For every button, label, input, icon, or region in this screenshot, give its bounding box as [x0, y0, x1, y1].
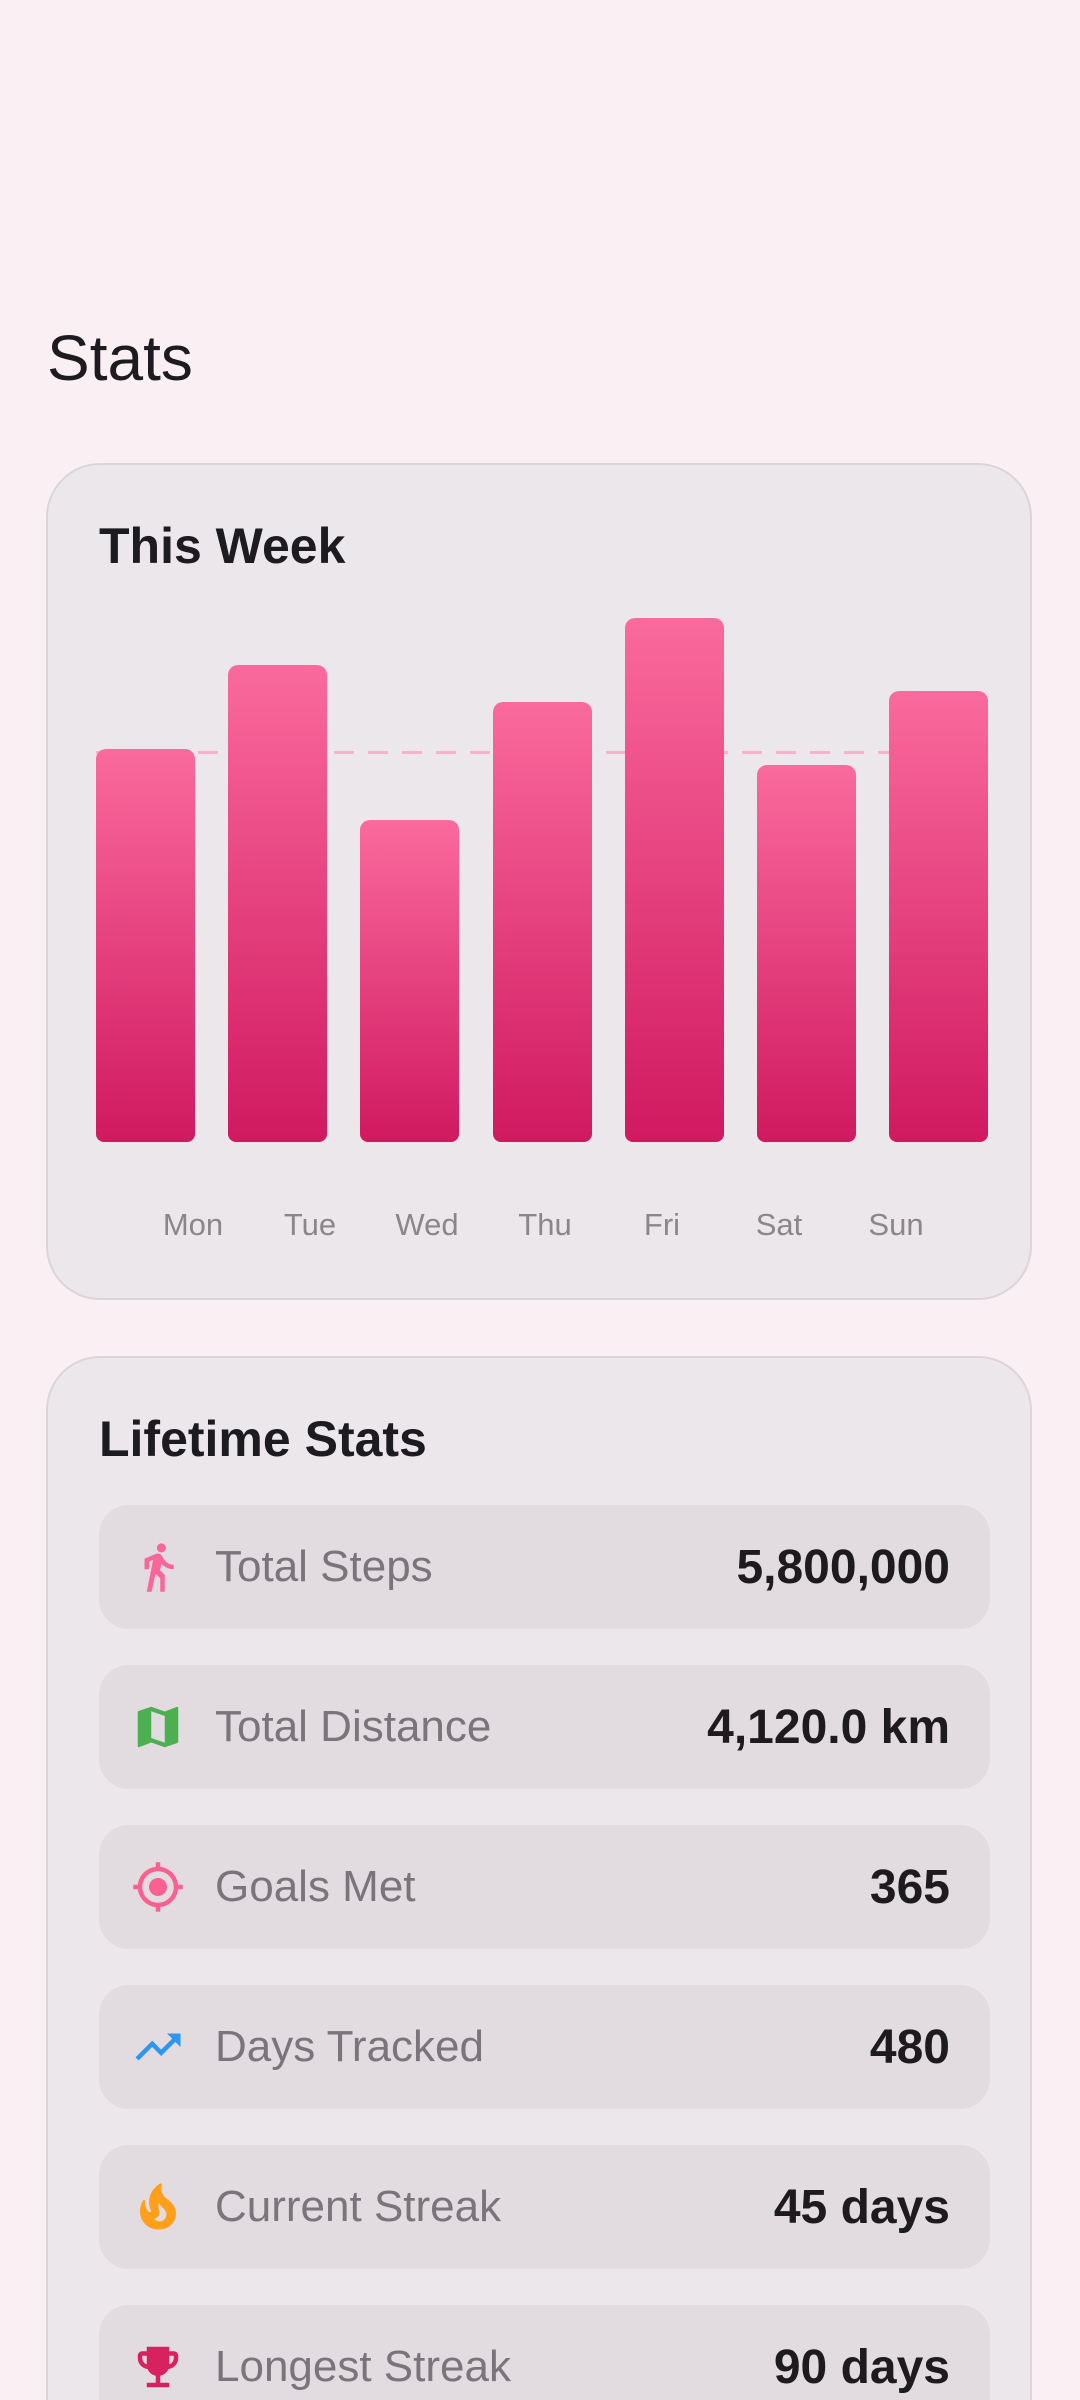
day-label-thu: Thu [518, 1207, 572, 1242]
page-title: Stats [47, 322, 193, 394]
day-label-sat: Sat [755, 1207, 803, 1242]
stat-row-total-distance: Total Distance 4,120.0 km [99, 1665, 990, 1789]
day-label-mon: Mon [162, 1207, 224, 1242]
stat-label-days-tracked: Days Tracked [215, 2022, 484, 2071]
walk-icon [131, 1540, 185, 1594]
trending-up-icon [131, 2020, 185, 2074]
stat-label-goals-met: Goals Met [215, 1862, 416, 1911]
stat-label-total-steps: Total Steps [215, 1542, 433, 1591]
stat-value-total-steps: 5,800,000 [736, 1540, 950, 1594]
map-icon [131, 1700, 185, 1754]
flame-icon [131, 2180, 185, 2234]
bar-wed[interactable] [360, 820, 459, 1142]
day-label-tue: Tue [283, 1207, 337, 1242]
stat-label-current-streak: Current Streak [215, 2182, 502, 2231]
trophy-icon [131, 2340, 185, 2394]
stat-label-longest-streak: Longest Streak [215, 2342, 511, 2391]
stat-row-total-steps: Total Steps 5,800,000 [99, 1505, 990, 1629]
bar-sun[interactable] [889, 691, 988, 1142]
stat-value-total-distance: 4,120.0 km [707, 1700, 950, 1754]
stat-value-goals-met: 365 [869, 1860, 950, 1914]
stat-row-goals-met: Goals Met 365 [99, 1825, 990, 1949]
bar-thu[interactable] [493, 702, 592, 1142]
stat-row-longest-streak: Longest Streak 90 days [99, 2305, 990, 2400]
stat-row-days-tracked: Days Tracked 480 [99, 1985, 990, 2109]
day-label-sun: Sun [868, 1207, 924, 1242]
stat-label-total-distance: Total Distance [215, 1702, 492, 1751]
target-icon [131, 1860, 185, 1914]
bar-tue[interactable] [228, 665, 327, 1142]
week-card-title: This Week [99, 518, 346, 574]
stat-value-days-tracked: 480 [869, 2020, 950, 2074]
day-label-fri: Fri [643, 1207, 681, 1242]
lifetime-card-title: Lifetime Stats [99, 1411, 427, 1467]
lifetime-stats-card: Lifetime Stats Total Steps 5,800,000 Total… [46, 1356, 1032, 2400]
this-week-card: This Week Mon Tue Wed Thu Fri Sat Sun [46, 463, 1032, 1300]
bar-fri[interactable] [625, 618, 724, 1142]
stat-value-current-streak: 45 days [773, 2180, 950, 2234]
bar-mon[interactable] [96, 749, 195, 1142]
bar-sat[interactable] [757, 765, 856, 1142]
day-label-wed: Wed [395, 1207, 459, 1242]
stat-row-current-streak: Current Streak 45 days [99, 2145, 990, 2269]
stat-value-longest-streak: 90 days [773, 2340, 950, 2394]
